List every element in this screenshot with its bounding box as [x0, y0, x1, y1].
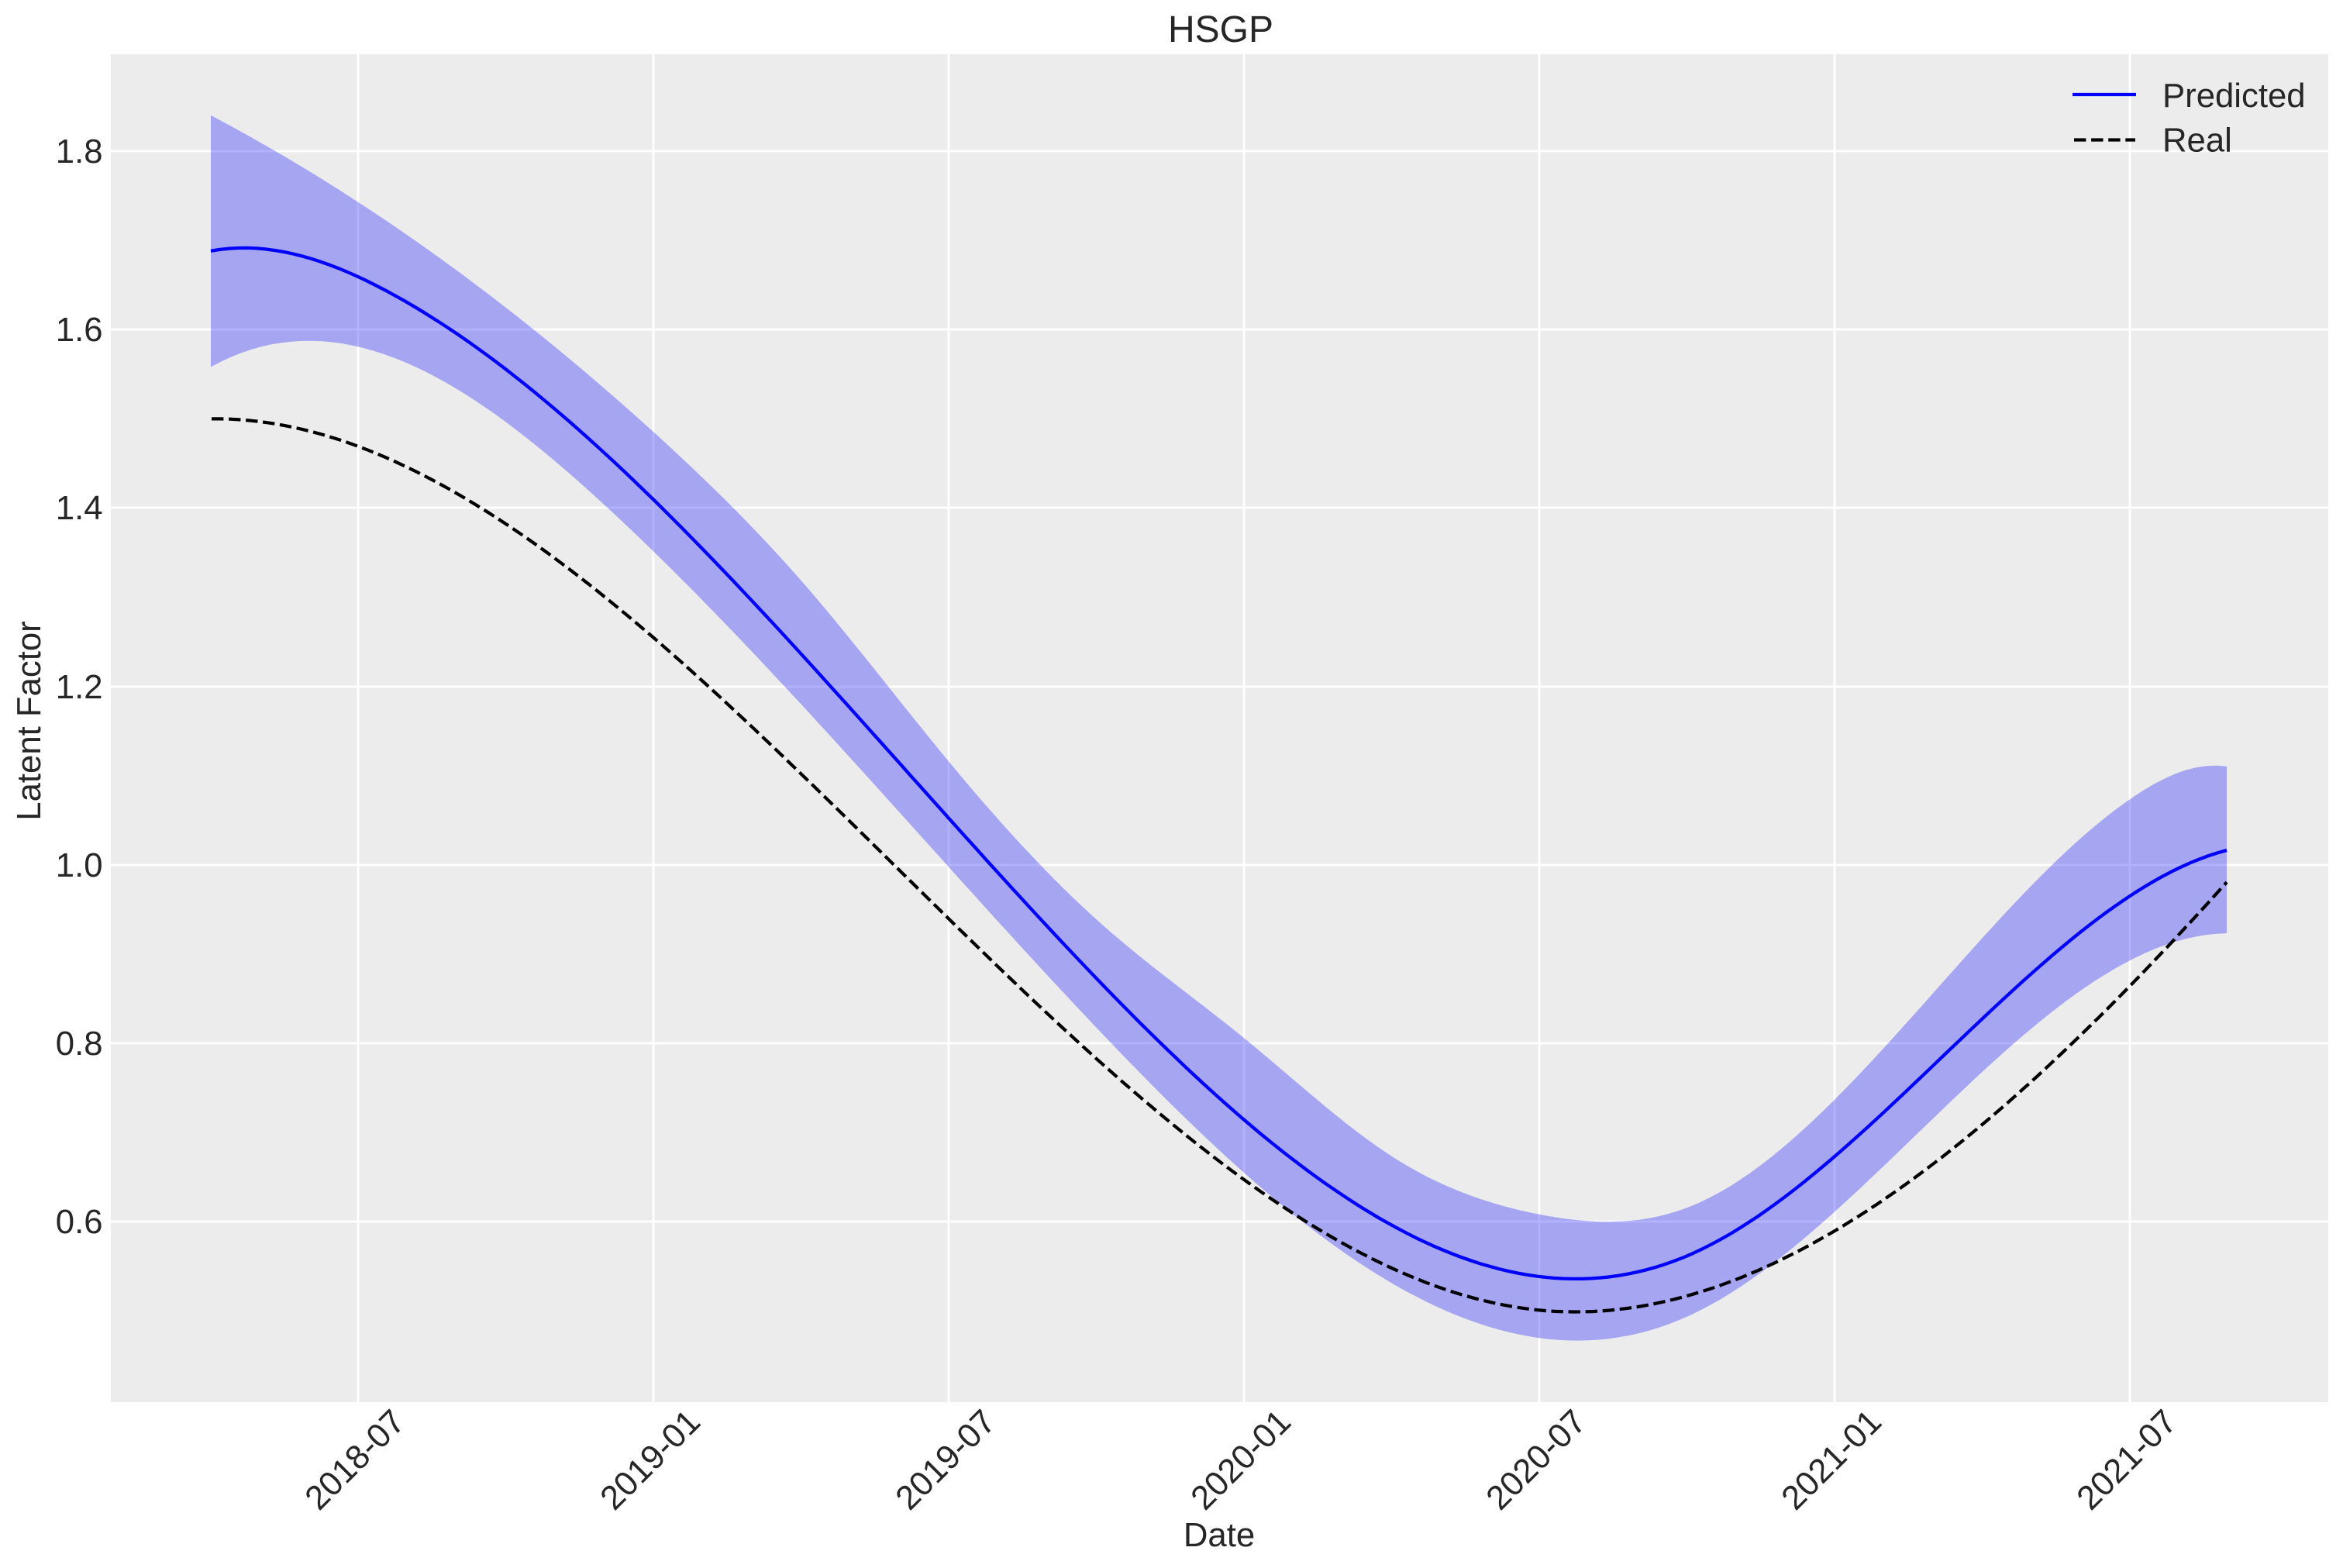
svg-text:1.6: 1.6: [56, 311, 103, 349]
svg-text:1.4: 1.4: [56, 489, 103, 527]
svg-text:Latent Factor: Latent Factor: [10, 621, 48, 820]
svg-text:HSGP: HSGP: [1168, 9, 1273, 50]
svg-text:Date: Date: [1184, 1516, 1255, 1554]
svg-text:1.0: 1.0: [56, 846, 103, 884]
svg-text:Predicted: Predicted: [2162, 77, 2306, 115]
svg-text:Real: Real: [2162, 122, 2232, 160]
svg-text:1.8: 1.8: [56, 133, 103, 171]
svg-text:0.8: 0.8: [56, 1025, 103, 1063]
svg-text:1.2: 1.2: [56, 668, 103, 706]
svg-text:0.6: 0.6: [56, 1203, 103, 1241]
